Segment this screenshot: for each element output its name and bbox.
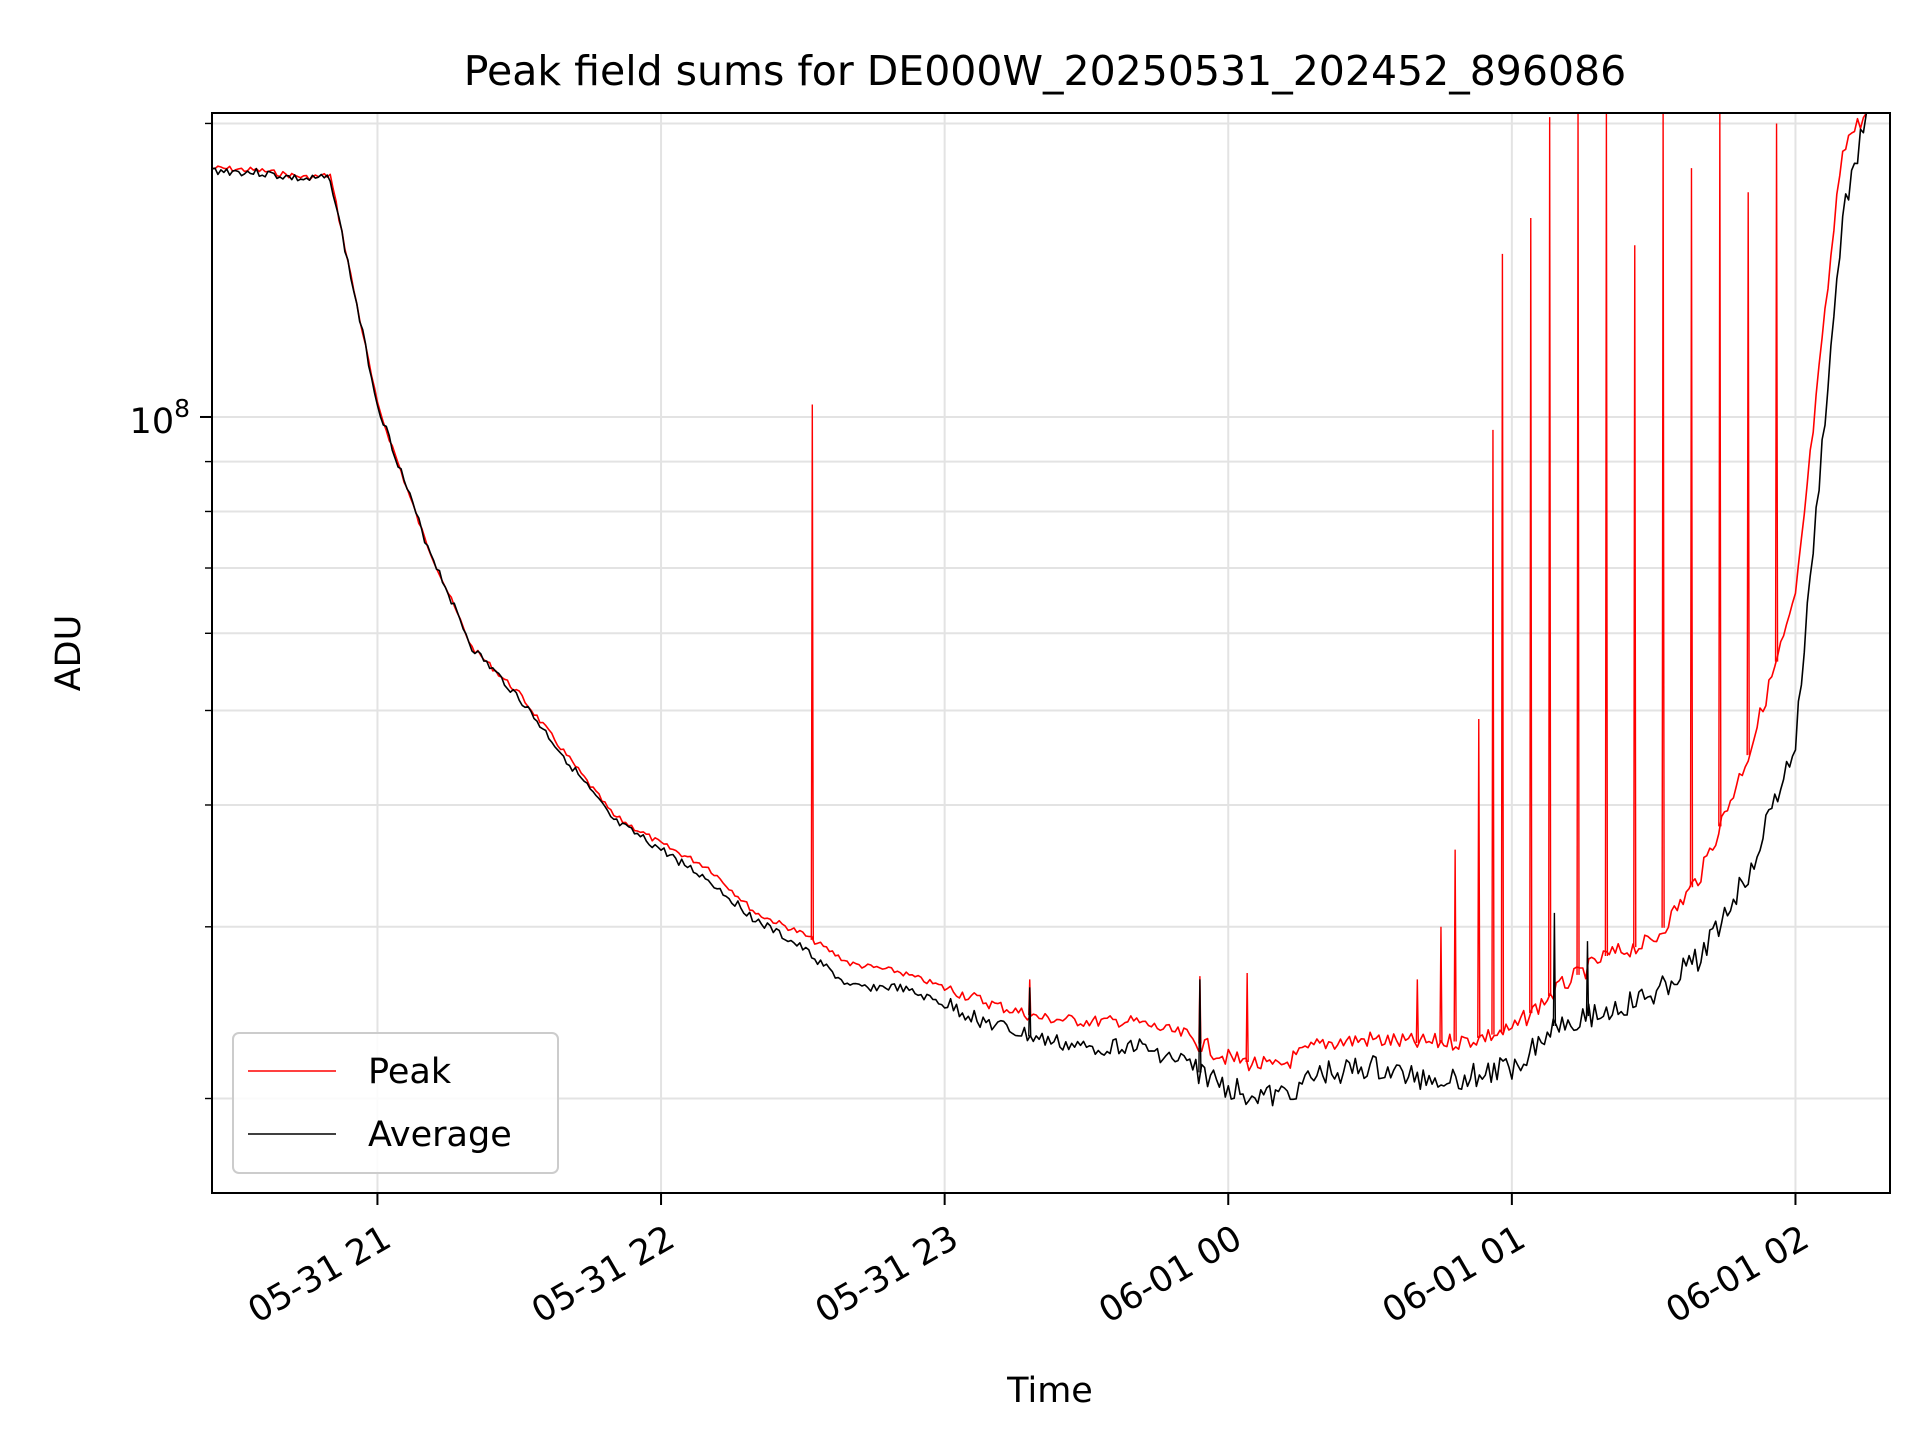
plot-frame [211,112,1891,1194]
y-tick-label: 108 [130,394,190,442]
average-series-spikes [1028,912,1590,1073]
legend: Peak Average [232,1032,559,1174]
legend-box [232,1032,559,1174]
y-axis-label: ADU [49,615,89,692]
legend-average-label: Average [368,1115,512,1155]
average-series-line [211,112,1868,1107]
x-axis-label: Time [1006,1371,1093,1411]
chart-title: Peak field sums for DE000W_20250531_2024… [464,47,1626,95]
grid [212,113,1890,1193]
series-layer [211,112,1868,1107]
legend-peak-label: Peak [368,1052,452,1092]
y-axis-ticks: 108 [130,122,212,1100]
